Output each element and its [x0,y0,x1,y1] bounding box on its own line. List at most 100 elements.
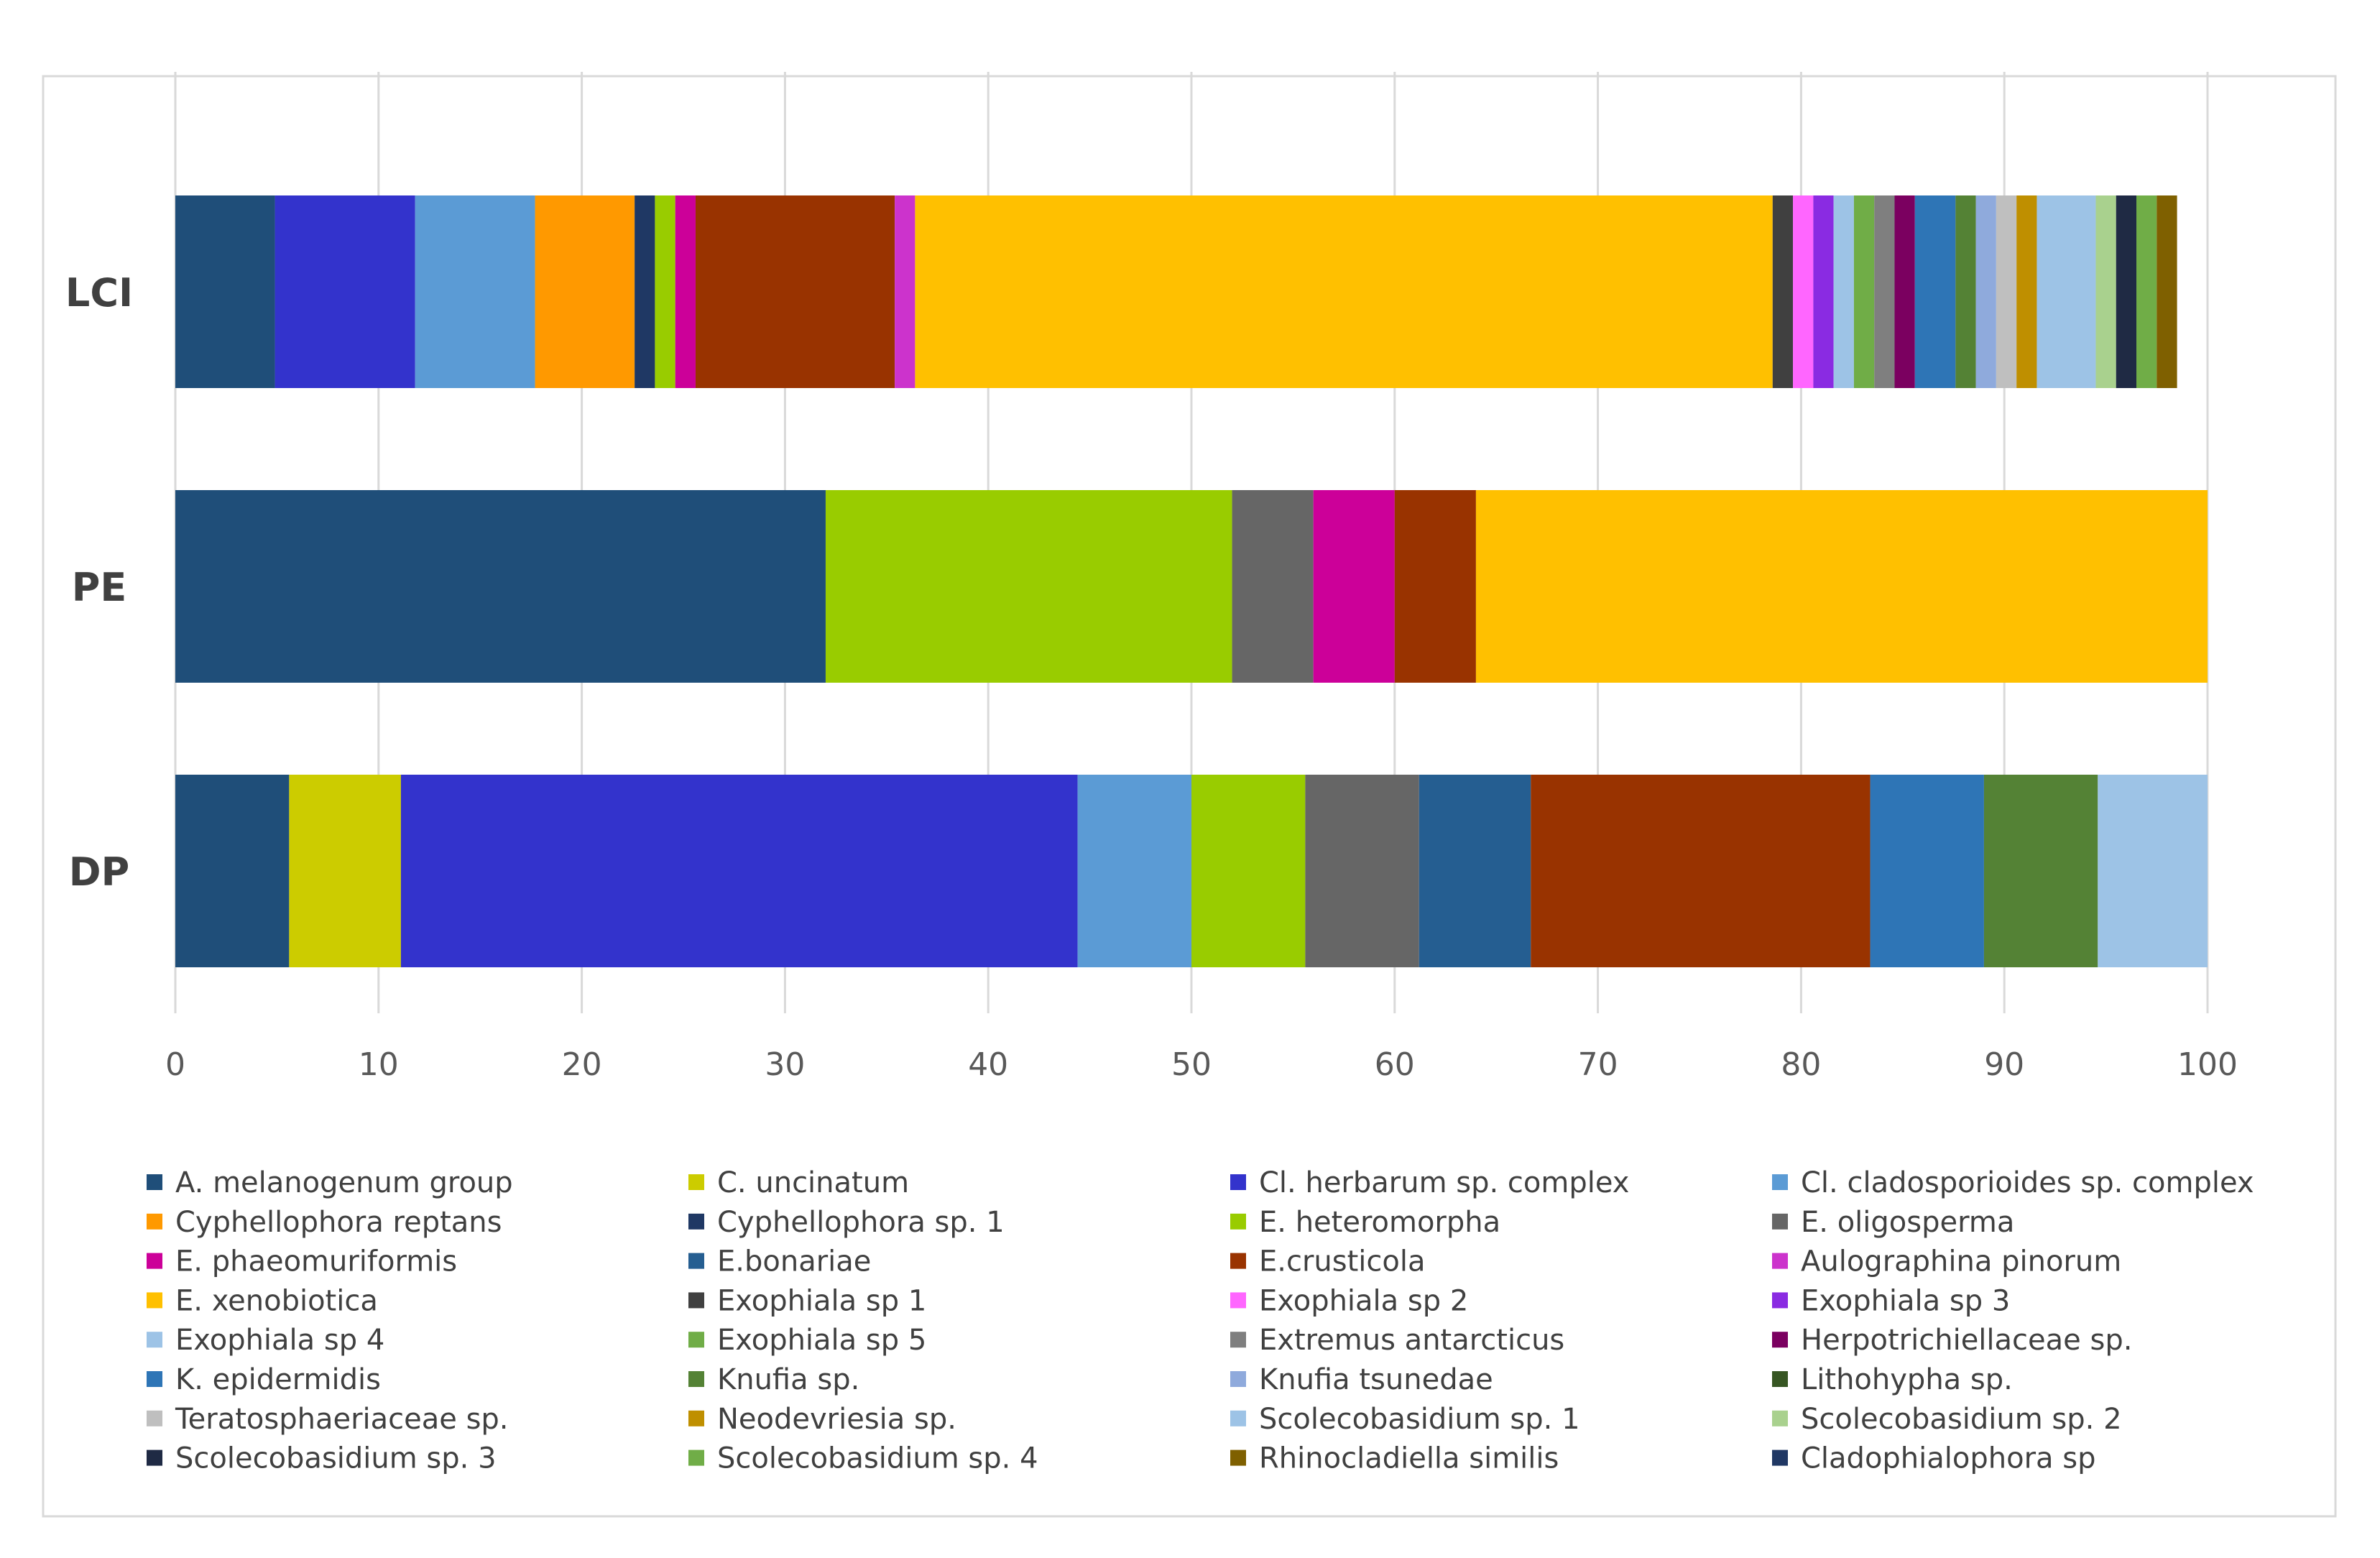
legend-swatch [1230,1449,1246,1466]
x-tick-label: 80 [1781,1046,1821,1083]
legend-item: Lithohypha sp. [1772,1363,2013,1396]
legend-item: Herpotrichiellaceae sp. [1772,1324,2132,1357]
legend-label: A. melanogenum group [175,1166,513,1199]
legend-label: Herpotrichiellaceae sp. [1801,1324,2132,1357]
bar-segment-lci-14 [1793,195,1814,388]
legend-label: E. heteromorpha [1259,1206,1500,1239]
legend-item: Teratosphaeriaceae sp. [147,1403,509,1436]
legend-swatch [688,1174,704,1190]
legend-swatch [688,1213,704,1230]
category-label-pe: PE [72,565,126,610]
legend-swatch [147,1371,162,1387]
x-tick-label: 90 [1984,1046,2024,1083]
legend-item: Cyphellophora sp. 1 [688,1206,1005,1239]
legend-item: E. xenobiotica [147,1284,378,1317]
legend-label: Knufia tsunedae [1259,1363,1493,1396]
legend-label: Cl. herbarum sp. complex [1259,1166,1629,1199]
legend-label: Extremus antarcticus [1259,1324,1564,1357]
legend-item: E. phaeomuriformis [147,1245,457,1278]
bar-segment-lci-16 [1833,195,1854,388]
legend-item: E. heteromorpha [1230,1206,1500,1239]
legend-item: E.crusticola [1230,1245,1426,1278]
legend-label: E. xenobiotica [175,1284,378,1317]
category-label-lci: LCI [65,270,133,315]
legend-item: Scolecobasidium sp. 1 [1230,1403,1580,1436]
bar-segment-lci-6 [655,195,675,388]
x-tick-label: 100 [2177,1046,2238,1083]
bar-segment-pe-0 [175,490,826,683]
legend-swatch [1230,1332,1246,1348]
x-tick-label: 40 [968,1046,1008,1083]
legend-swatch [688,1410,704,1426]
x-tick-label: 10 [359,1046,399,1083]
x-tick-label: 0 [165,1046,185,1083]
legend-item: C. uncinatum [688,1166,909,1199]
x-tick-label: 70 [1578,1046,1618,1083]
legend-swatch [1772,1253,1788,1269]
legend-item: Knufia tsunedae [1230,1363,1493,1396]
legend-swatch [688,1292,704,1309]
legend-item: Cl. cladosporioides sp. complex [1772,1166,2254,1199]
bar-segment-dp-1 [289,775,401,967]
legend-item: Cladophialophora sp [1772,1442,2096,1475]
legend-label: Scolecobasidium sp. 1 [1259,1403,1580,1436]
legend-label: Knufia sp. [717,1363,859,1396]
legend-item: Aulographina pinorum [1772,1245,2121,1278]
legend-label: C. uncinatum [717,1166,909,1199]
bar-segment-dp-21 [1983,775,2098,967]
legend-item: Scolecobasidium sp. 2 [1772,1403,2122,1436]
legend-label: Exophiala sp 1 [717,1284,926,1317]
category-label-dp: DP [69,849,129,895]
bar-segment-pe-12 [1475,490,2208,683]
bar-segment-lci-0 [175,195,275,388]
bar-segment-pe-10 [1394,490,1476,683]
legend-item: E. oligosperma [1772,1206,2014,1239]
bar-segment-lci-8 [675,195,696,388]
legend-swatch [688,1371,704,1387]
legend-swatch [1230,1174,1246,1190]
legend-label: K. epidermidis [175,1363,381,1396]
legend-label: E. phaeomuriformis [175,1245,457,1278]
legend-swatch [1230,1253,1246,1269]
bar-segment-lci-10 [695,195,895,388]
bar-segment-dp-6 [1191,775,1306,967]
legend-swatch [147,1332,162,1348]
legend-label: E.bonariae [717,1245,871,1278]
axis-labels: 0 10 20 30 40 50 60 70 80 90 100 LCI PE DP [65,270,2238,1083]
legend-swatch [147,1410,162,1426]
x-tick-label: 30 [765,1046,805,1083]
legend-item: Exophiala sp 3 [1772,1284,2010,1317]
legend-swatch [1772,1410,1788,1426]
legend-label: Exophiala sp 2 [1259,1284,1468,1317]
legend-item: Rhinocladiella similis [1230,1442,1559,1475]
legend-label: Cyphellophora reptans [175,1206,502,1239]
x-tick-label: 50 [1171,1046,1212,1083]
legend-swatch [1772,1449,1788,1466]
bar-segment-lci-22 [1975,195,1996,388]
legend-label: Rhinocladiella similis [1259,1442,1559,1475]
legend-item: Exophiala sp 1 [688,1284,926,1317]
bar-segment-lci-12 [915,195,1773,388]
bar-segment-lci-3 [415,195,535,388]
legend-label: Teratosphaeriaceae sp. [175,1403,509,1436]
legend-label: Neodevriesia sp. [717,1403,956,1436]
bar-segment-dp-0 [175,775,290,967]
legend-label: Aulographina pinorum [1801,1245,2121,1278]
legend-swatch [1230,1213,1246,1230]
x-tick-label: 20 [562,1046,602,1083]
bar-segment-lci-20 [1914,195,1956,388]
bar-segment-lci-24 [1996,195,2017,388]
legend-label: E.crusticola [1259,1245,1426,1278]
legend-item: Scolecobasidium sp. 4 [688,1442,1038,1475]
bar-segment-lci-2 [275,195,415,388]
legend-item: Knufia sp. [688,1363,859,1396]
legend-swatch [147,1449,162,1466]
legend-item: Extremus antarcticus [1230,1324,1564,1357]
bar-segment-lci-21 [1955,195,1976,388]
legend-label: Exophiala sp 4 [175,1324,384,1357]
legend-swatch [1772,1292,1788,1309]
legend-item: Scolecobasidium sp. 3 [147,1442,497,1475]
legend: A. melanogenum group C. uncinatum Cl. herb… [147,1166,2254,1475]
legend-item: E.bonariae [688,1245,871,1278]
